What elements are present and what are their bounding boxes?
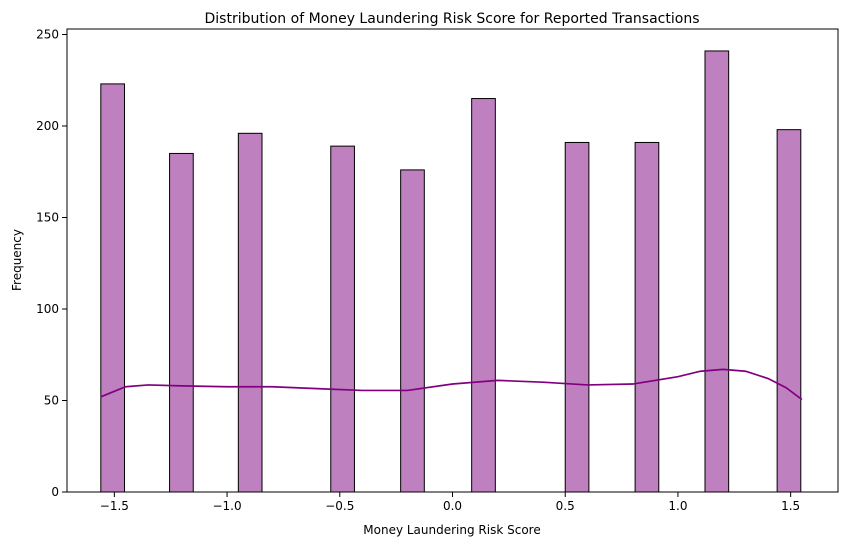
y-tick-label: 100 xyxy=(36,302,59,316)
plot-area xyxy=(66,28,839,493)
histogram-bar xyxy=(330,145,355,493)
histogram-bar xyxy=(564,141,590,493)
histogram-bar xyxy=(471,98,496,493)
histogram-bar xyxy=(704,50,730,493)
histogram-bar xyxy=(400,169,425,493)
x-axis-label: Money Laundering Risk Score xyxy=(363,523,540,537)
y-tick-label: 150 xyxy=(36,210,59,224)
x-tick-label: 0.0 xyxy=(443,499,462,513)
histogram-bar xyxy=(169,152,194,493)
x-tick-label: −1.5 xyxy=(100,499,129,513)
y-tick-label: 0 xyxy=(51,485,59,499)
x-axis: −1.5 −1.0 −0.5 0.0 0.5 1.0 1.5 xyxy=(100,492,800,513)
chart-title: Distribution of Money Laundering Risk Sc… xyxy=(205,11,700,27)
histogram-bar xyxy=(237,132,263,493)
x-tick-label: −0.5 xyxy=(325,499,354,513)
x-tick-label: 1.5 xyxy=(781,499,800,513)
histogram-bar xyxy=(776,129,802,493)
y-tick-label: 50 xyxy=(44,393,59,407)
histogram-bar xyxy=(100,83,125,493)
x-tick-label: 0.5 xyxy=(556,499,575,513)
kde-curve xyxy=(100,368,803,401)
x-tick-label: −1.0 xyxy=(212,499,241,513)
y-axis-label: Frequency xyxy=(10,229,24,291)
x-tick-label: 1.0 xyxy=(668,499,687,513)
histogram-bars xyxy=(100,50,802,493)
histogram-bar xyxy=(634,141,660,493)
y-axis: 0 50 100 150 200 250 xyxy=(36,27,67,499)
y-tick-label: 250 xyxy=(36,27,59,41)
y-tick-label: 200 xyxy=(36,119,59,133)
